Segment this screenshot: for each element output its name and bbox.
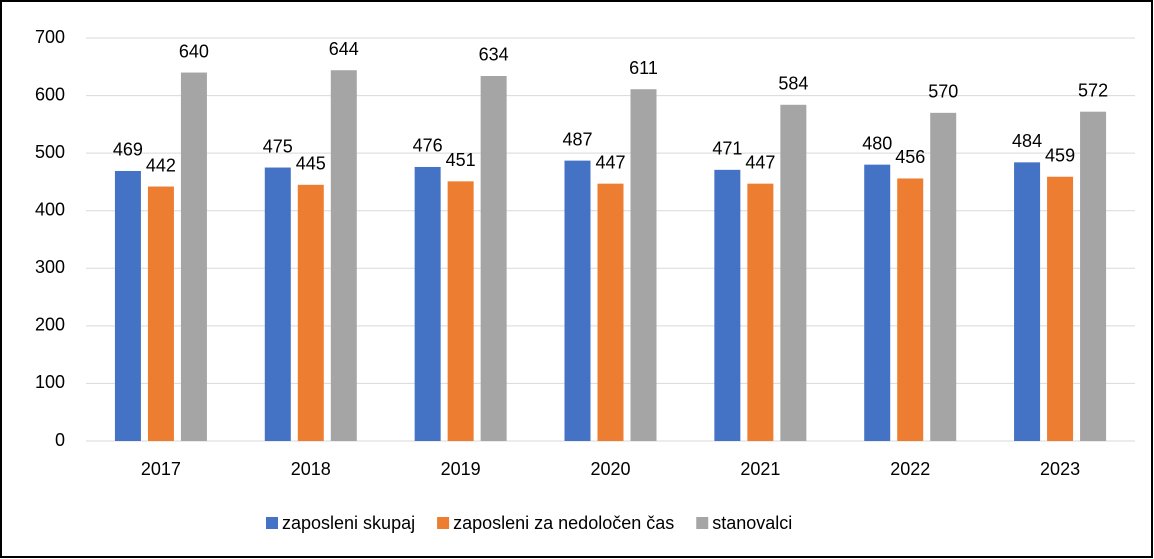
y-tick-label: 200: [35, 315, 65, 335]
data-label: 480: [862, 133, 892, 153]
y-tick-label: 400: [35, 199, 65, 219]
x-tick-label: 2018: [291, 459, 331, 479]
x-tick-label: 2022: [890, 459, 930, 479]
bar: [930, 112, 957, 441]
data-label: 451: [446, 150, 476, 170]
bar: [447, 181, 474, 442]
data-label: 487: [562, 129, 592, 149]
data-label: 456: [895, 147, 925, 167]
bar: [480, 75, 507, 442]
bar: [297, 184, 324, 442]
bar: [1047, 176, 1074, 442]
data-label: 634: [479, 45, 509, 65]
bar: [264, 167, 291, 442]
data-label: 469: [113, 140, 143, 160]
x-tick-label: 2017: [141, 459, 181, 479]
bar: [180, 72, 207, 442]
data-label: 442: [146, 155, 176, 175]
y-tick-label: 300: [35, 257, 65, 277]
data-label: 584: [778, 74, 808, 94]
bar: [630, 89, 657, 441]
data-label: 484: [1012, 131, 1042, 151]
bar: [330, 70, 357, 442]
x-tick-label: 2019: [441, 459, 481, 479]
data-label: 572: [1078, 80, 1108, 100]
bar: [897, 178, 924, 441]
data-label: 447: [595, 152, 625, 172]
data-label: 570: [928, 82, 958, 102]
bar: [714, 169, 741, 442]
bar: [114, 170, 141, 442]
bar: [147, 186, 174, 441]
legend-label: stanovalci: [712, 513, 792, 533]
data-label: 447: [745, 152, 775, 172]
data-label: 644: [329, 39, 359, 59]
data-label: 475: [263, 136, 293, 156]
data-label: 611: [629, 58, 658, 78]
y-tick-label: 0: [55, 430, 65, 450]
bar: [1014, 162, 1041, 441]
y-tick-label: 600: [35, 84, 65, 104]
x-tick-label: 2021: [740, 459, 780, 479]
x-tick-label: 2020: [590, 459, 630, 479]
bar: [564, 160, 591, 441]
legend-swatch: [696, 517, 709, 529]
x-tick-label: 2023: [1040, 459, 1080, 479]
bar: [747, 183, 774, 442]
bar: [414, 166, 441, 441]
y-tick-label: 500: [35, 142, 65, 162]
bar: [597, 183, 624, 442]
legend-label: zaposleni za nedoločen čas: [453, 513, 674, 533]
y-tick-label: 100: [35, 372, 65, 392]
legend-swatch: [437, 517, 450, 529]
legend-label: zaposleni skupaj: [282, 513, 415, 533]
data-label: 476: [413, 136, 443, 156]
data-label: 445: [296, 154, 326, 174]
bar: [864, 164, 891, 441]
bar: [780, 104, 807, 441]
data-label: 640: [179, 41, 209, 61]
data-label: 459: [1045, 145, 1075, 165]
data-label: 471: [712, 139, 742, 159]
bar: [1080, 111, 1107, 441]
legend-swatch: [266, 517, 278, 529]
y-tick-label: 700: [35, 27, 65, 47]
